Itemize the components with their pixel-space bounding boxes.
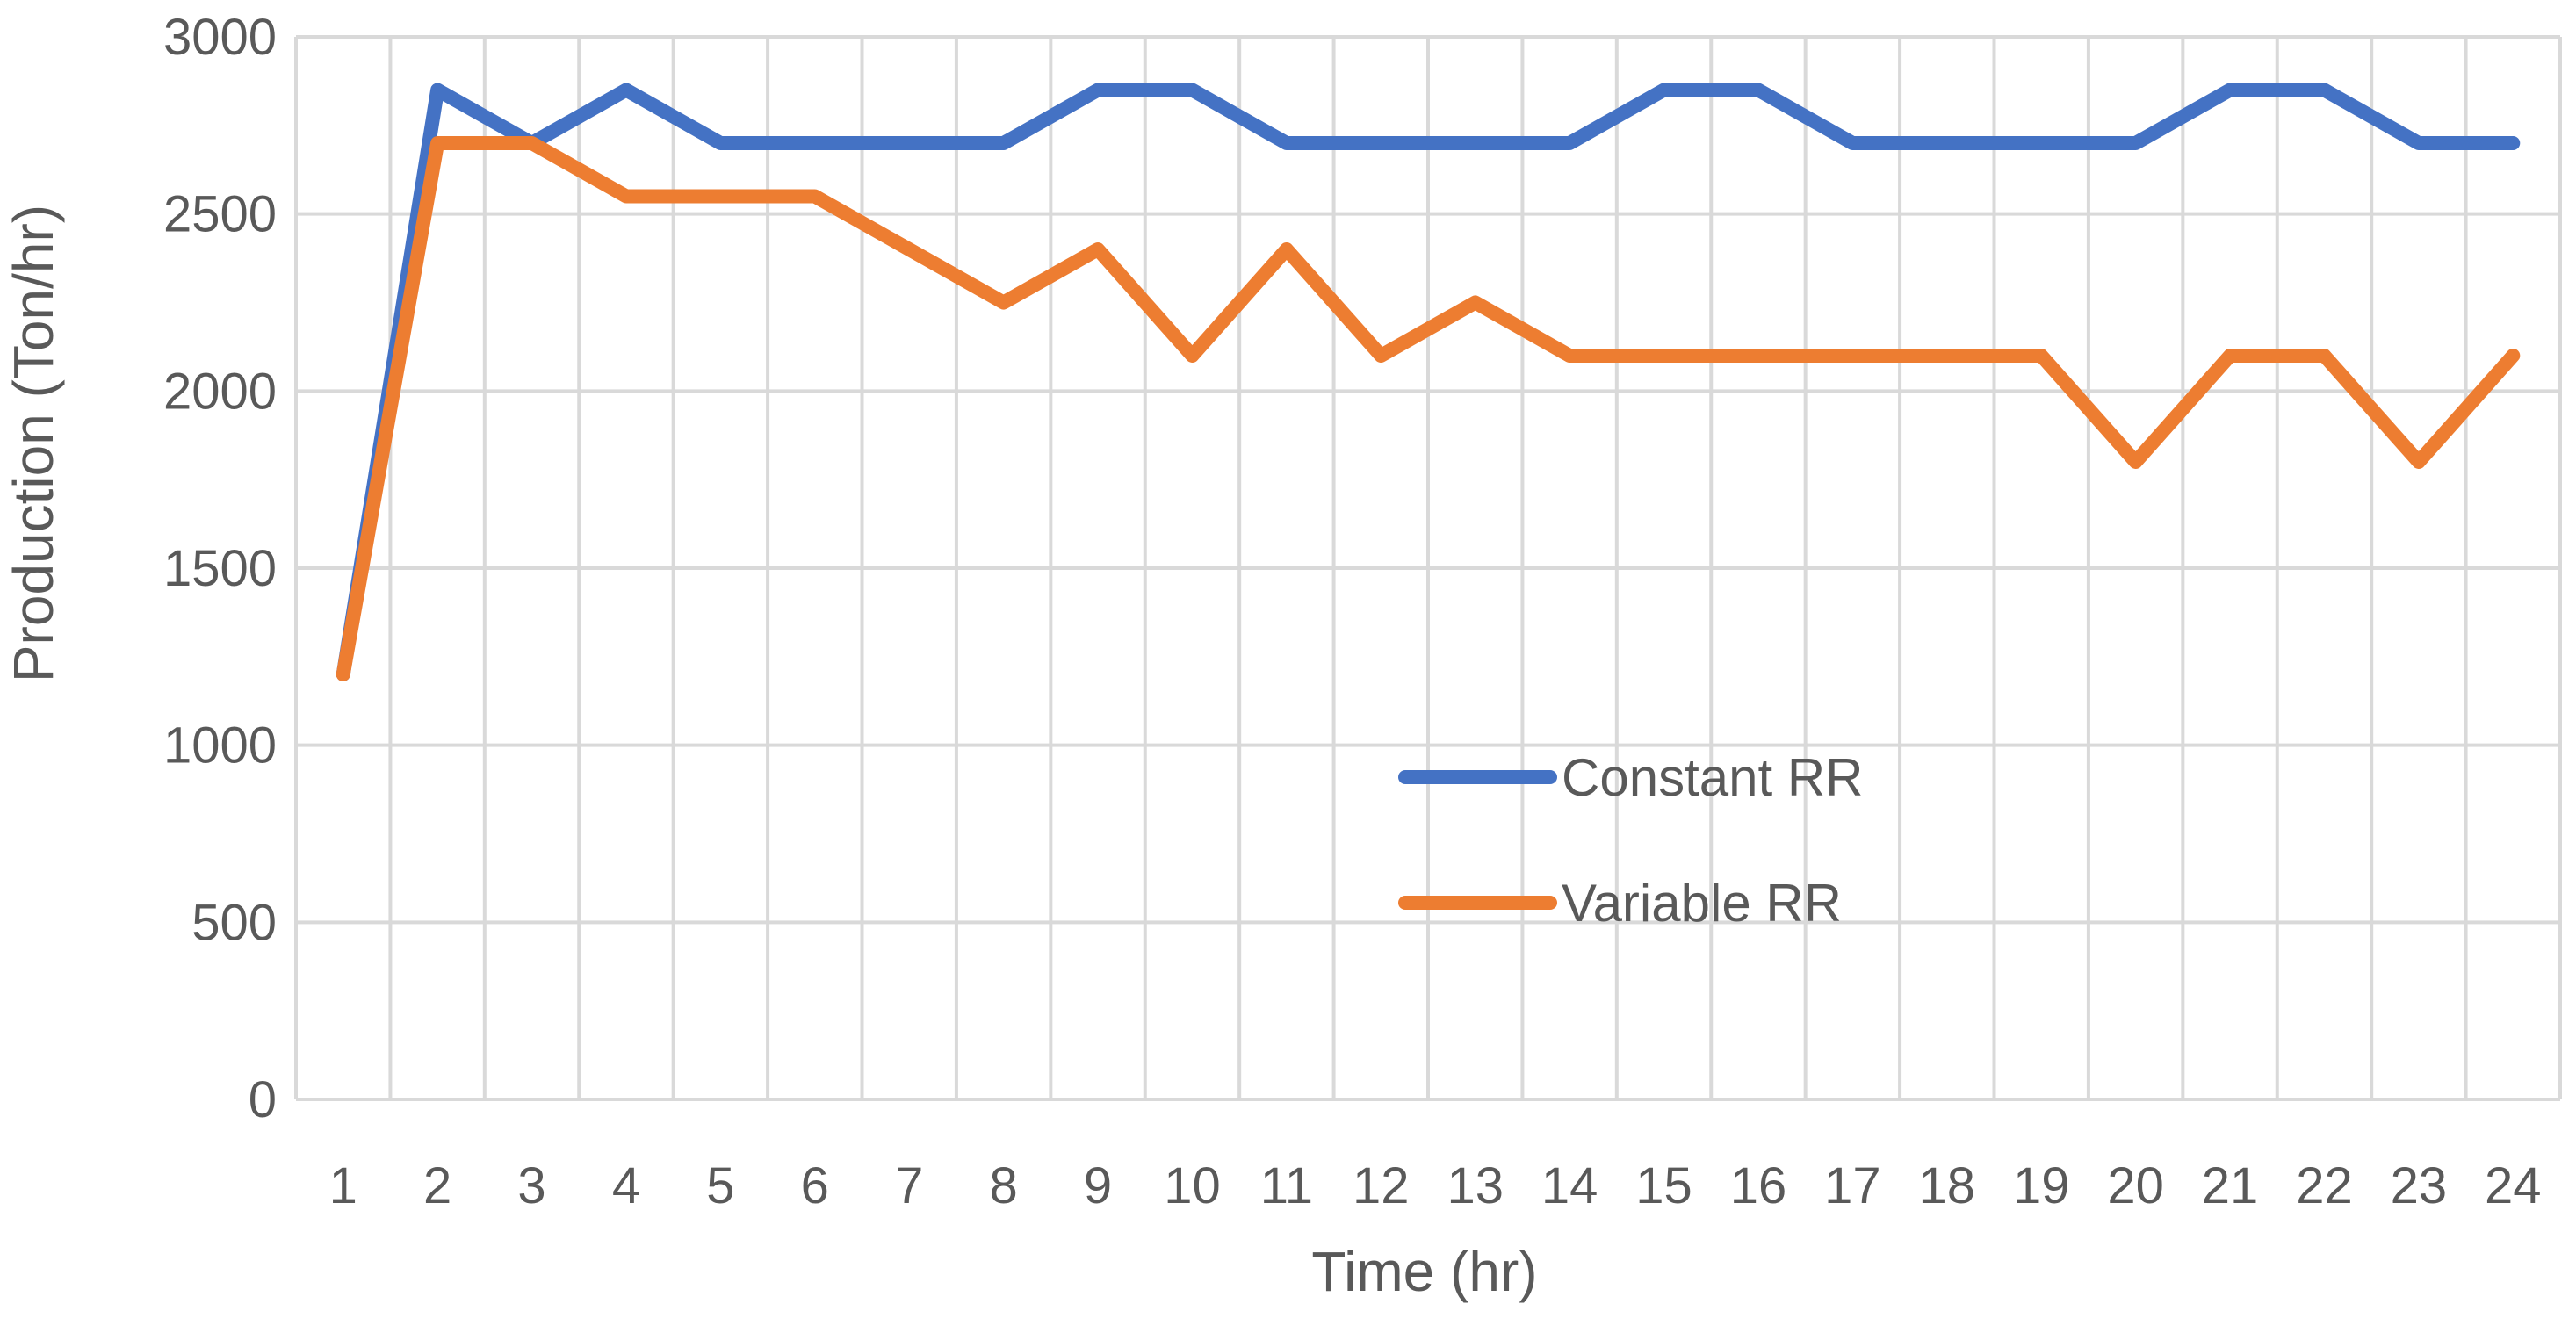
data-point <box>1751 349 1765 363</box>
data-point <box>1185 349 1199 363</box>
legend-label: Variable RR <box>1562 874 1842 933</box>
legend: Constant RR Variable RR <box>1398 748 1863 933</box>
data-point <box>1562 349 1577 363</box>
data-point <box>808 136 822 150</box>
y-tick-label: 1500 <box>163 540 277 597</box>
x-axis-title: Time (hr) <box>1311 1240 1537 1303</box>
series-line-variable-rr <box>336 136 2521 681</box>
legend-label: Constant RR <box>1562 748 1863 807</box>
x-tick-label: 5 <box>706 1157 734 1214</box>
data-point <box>902 242 916 256</box>
y-tick-label: 1000 <box>163 717 277 775</box>
y-tick-label: 3000 <box>163 9 277 66</box>
x-tick-label: 23 <box>2391 1157 2448 1214</box>
data-point <box>808 190 822 204</box>
data-point <box>430 83 444 97</box>
data-point <box>619 83 633 97</box>
x-tick-label: 11 <box>1260 1157 1313 1214</box>
data-point <box>1280 136 1294 150</box>
x-tick-label: 4 <box>612 1157 640 1214</box>
series-layer <box>336 83 2521 681</box>
data-point <box>1751 83 1765 97</box>
data-point <box>2129 455 2143 469</box>
y-tick-label: 2000 <box>163 363 277 420</box>
data-point <box>1374 136 1388 150</box>
data-point <box>1845 136 1859 150</box>
data-point <box>902 136 916 150</box>
x-tick-label: 15 <box>1635 1157 1692 1214</box>
data-point <box>336 667 350 681</box>
x-tick-label: 9 <box>1084 1157 1112 1214</box>
data-point <box>713 136 727 150</box>
data-point <box>1374 349 1388 363</box>
data-point <box>997 136 1011 150</box>
data-point <box>1657 83 1671 97</box>
data-point <box>1845 349 1859 363</box>
data-point <box>2412 455 2426 469</box>
data-point <box>1280 242 1294 256</box>
x-tick-label: 19 <box>2013 1157 2070 1214</box>
x-tick-label: 10 <box>1164 1157 1221 1214</box>
x-tick-label: 21 <box>2202 1157 2259 1214</box>
data-point <box>1091 242 1105 256</box>
data-point <box>1468 136 1483 150</box>
x-tick-label: 20 <box>2107 1157 2164 1214</box>
data-point <box>2506 136 2520 150</box>
y-tick-label: 0 <box>249 1071 277 1128</box>
y-axis-ticks: 0 500 1000 1500 2000 2500 3000 <box>163 9 277 1128</box>
x-tick-label: 7 <box>895 1157 923 1214</box>
x-tick-label: 22 <box>2296 1157 2353 1214</box>
data-point <box>1091 83 1105 97</box>
data-point <box>1940 349 1954 363</box>
data-point <box>525 136 539 150</box>
y-axis-title: Production (Ton/hr) <box>2 205 65 682</box>
data-point <box>2034 349 2048 363</box>
x-tick-label: 1 <box>329 1157 357 1214</box>
x-tick-label: 14 <box>1541 1157 1598 1214</box>
x-tick-label: 16 <box>1730 1157 1787 1214</box>
series-line-constant-rr <box>336 83 2521 681</box>
x-tick-label: 2 <box>423 1157 451 1214</box>
data-point <box>619 190 633 204</box>
data-point <box>2223 83 2237 97</box>
data-point <box>2317 349 2331 363</box>
data-point <box>713 190 727 204</box>
x-tick-label: 24 <box>2485 1157 2542 1214</box>
data-point <box>1562 136 1577 150</box>
y-tick-label: 500 <box>191 894 277 951</box>
x-tick-label: 12 <box>1353 1157 1410 1214</box>
x-tick-label: 3 <box>517 1157 545 1214</box>
data-point <box>2129 136 2143 150</box>
data-point <box>997 296 1011 310</box>
data-point <box>2506 349 2520 363</box>
data-point <box>1657 349 1671 363</box>
grid-layer <box>294 35 2562 1101</box>
x-axis-ticks: 1 2 3 4 5 6 7 8 9 10 11 12 13 14 15 16 17 18 19 20 21 22 23 24 <box>329 1157 2542 1214</box>
data-point <box>430 136 444 150</box>
data-point <box>1940 136 1954 150</box>
data-point <box>2317 83 2331 97</box>
data-point <box>1468 296 1483 310</box>
x-tick-label: 17 <box>1824 1157 1881 1214</box>
y-tick-label: 2500 <box>163 186 277 243</box>
data-point <box>1185 83 1199 97</box>
x-tick-label: 13 <box>1447 1157 1504 1214</box>
x-tick-label: 8 <box>989 1157 1017 1214</box>
data-point <box>2412 136 2426 150</box>
data-point <box>2034 136 2048 150</box>
x-tick-label: 18 <box>1919 1157 1976 1214</box>
x-tick-label: 6 <box>801 1157 829 1214</box>
data-point <box>2223 349 2237 363</box>
